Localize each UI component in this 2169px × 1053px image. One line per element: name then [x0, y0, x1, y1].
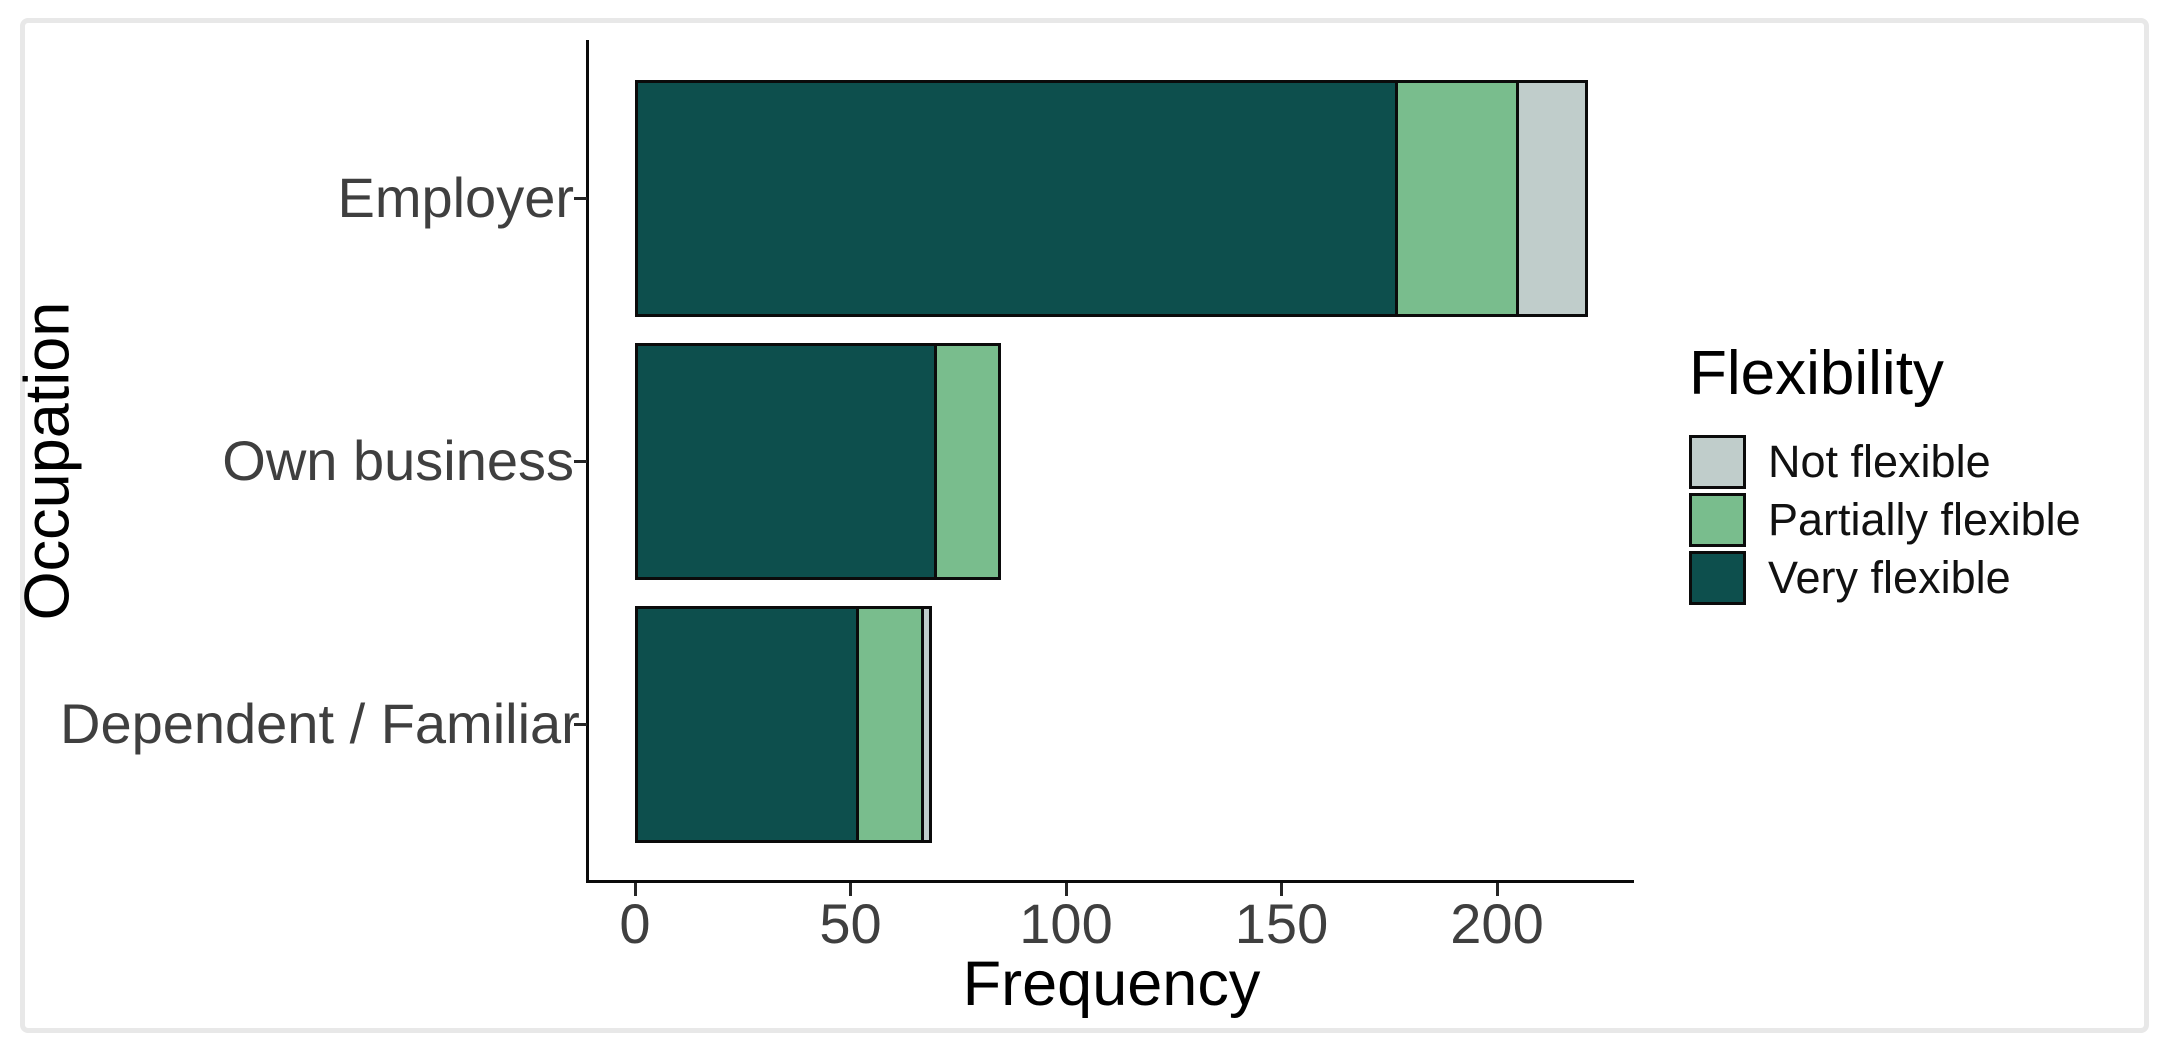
x-axis-tick-label: 100 — [1019, 892, 1113, 955]
legend-item: Partially flexible — [1689, 493, 2081, 547]
legend-items: Not flexible Partially flexible Very flexi… — [1689, 435, 2081, 605]
legend-item: Very flexible — [1689, 551, 2081, 605]
legend-item: Not flexible — [1689, 435, 2081, 489]
y-axis-tick — [574, 459, 587, 463]
x-axis-tick — [1495, 883, 1499, 896]
x-axis-tick — [633, 883, 637, 896]
legend-label: Partially flexible — [1768, 494, 2081, 545]
x-axis-title: Frequency — [962, 949, 1261, 1019]
x-axis-line — [586, 880, 1634, 883]
legend-swatch — [1689, 551, 1746, 605]
bar-segment — [635, 79, 1398, 317]
x-axis-tick-label: 150 — [1234, 892, 1329, 955]
bar-segment — [933, 342, 1002, 580]
x-axis-tick — [1280, 883, 1283, 896]
x-axis-tick-label: 200 — [1450, 892, 1544, 955]
x-axis-tick-label: 0 — [619, 892, 651, 955]
y-axis-tick — [574, 722, 587, 726]
category-label: Dependent / Familiar — [60, 692, 580, 755]
bar-segment — [635, 342, 937, 580]
category-label: Own business — [222, 429, 574, 492]
legend-title: Flexibility — [1689, 339, 1944, 408]
category-label: Employer — [337, 166, 574, 229]
bar-segment — [920, 605, 933, 843]
bar-segment — [856, 605, 924, 843]
x-axis-tick-label: 50 — [819, 892, 882, 955]
legend: Flexibility Not flexible Partially flexib… — [1689, 338, 2081, 609]
legend-swatch — [1689, 435, 1746, 489]
x-axis-tick — [1064, 883, 1068, 896]
y-axis-tick — [574, 196, 587, 200]
legend-label: Very flexible — [1768, 552, 2011, 603]
bar-segment — [635, 605, 860, 843]
y-axis-line — [586, 40, 589, 883]
bar-segment — [1394, 79, 1519, 317]
bar-segment — [1515, 79, 1588, 317]
legend-label: Not flexible — [1768, 436, 1991, 487]
legend-swatch — [1689, 493, 1746, 547]
x-axis-tick — [849, 883, 852, 896]
